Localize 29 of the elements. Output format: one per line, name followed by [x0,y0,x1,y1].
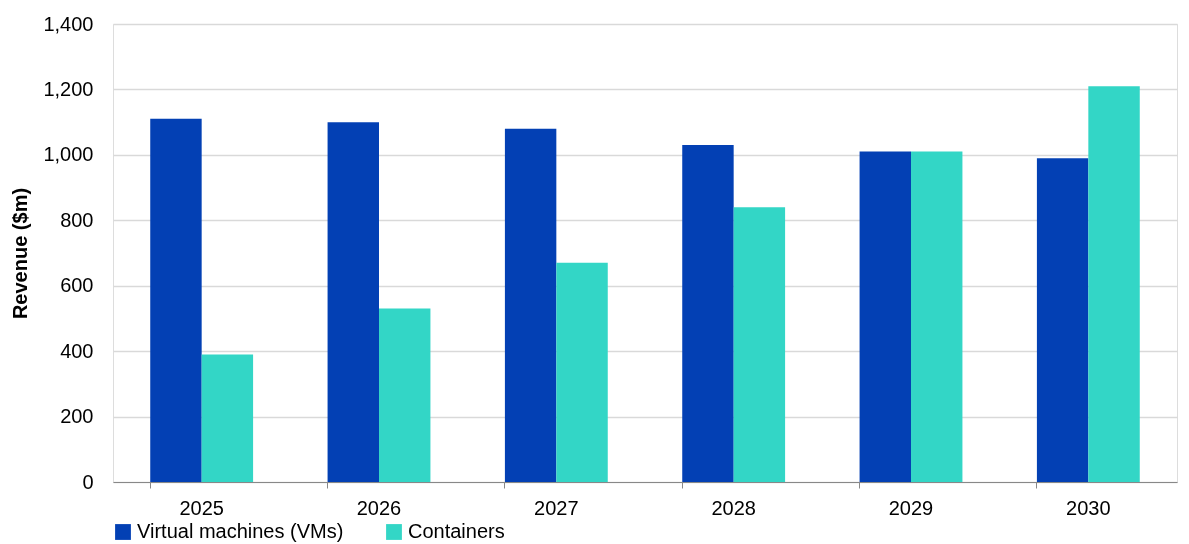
legend-label: Containers [408,520,505,542]
bar [379,308,431,482]
x-tick-label: 2030 [1066,496,1111,519]
y-tick-label: 400 [60,339,94,362]
bar [327,122,379,482]
y-tick-label: 0 [82,470,94,493]
bar [504,128,557,482]
y-axis-title: Revenue ($m) [9,187,32,320]
legend-label: Virtual machines (VMs) [137,520,344,542]
bar [201,354,254,482]
x-tick-label: 2028 [711,496,756,519]
bar [733,207,786,482]
bar [1036,158,1089,482]
x-tick-label: 2025 [179,496,224,519]
y-tick-label: 1,200 [43,77,94,100]
bar [859,151,911,482]
bar [1088,86,1140,482]
x-tick-label: 2029 [888,496,934,519]
bar [911,151,963,482]
x-tick-label: 2026 [356,496,402,519]
y-tick-label: 600 [60,274,94,297]
y-tick-label: 800 [60,208,94,231]
x-tick-label: 2027 [534,496,579,519]
y-tick-label: 1,400 [43,12,94,35]
bar [682,145,734,482]
bar [150,118,202,482]
bar [556,262,608,482]
y-tick-label: 1,000 [43,143,94,166]
y-tick-label: 200 [60,405,94,428]
